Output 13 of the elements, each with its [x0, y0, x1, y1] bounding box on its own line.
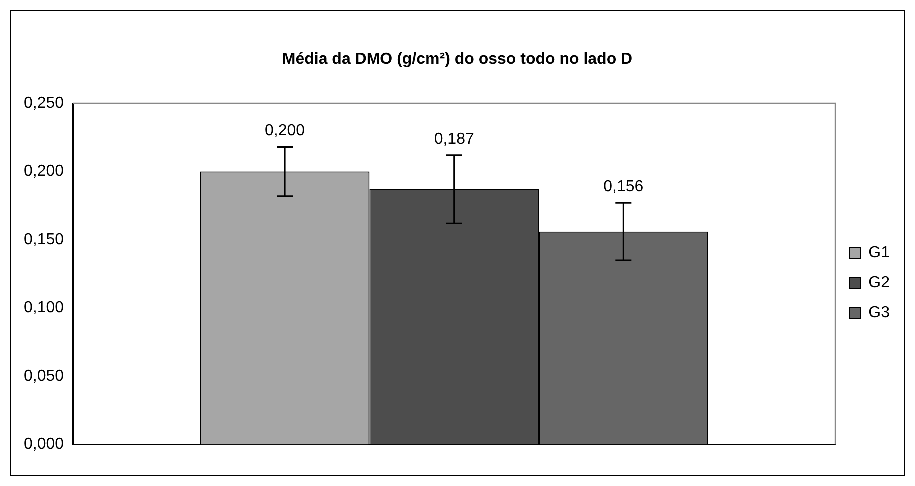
chart-title: Média da DMO (g/cm²) do osso todo no lado D: [281, 51, 634, 69]
data-label: 0,200: [265, 122, 306, 140]
data-label: 0,156: [604, 178, 644, 196]
legend-label: G3: [868, 304, 890, 322]
legend-label: G2: [868, 274, 890, 292]
y-tick-label: 0,000: [24, 436, 64, 454]
y-tick-label: 0,100: [24, 300, 64, 317]
y-tick-label: 0,250: [24, 95, 64, 112]
data-label: 0,187: [434, 130, 474, 148]
y-tick-label: 0,150: [24, 231, 64, 248]
y-tick-label: 0,200: [24, 163, 64, 180]
y-tick-label: 0,050: [24, 368, 64, 385]
legend-label: G1: [868, 244, 890, 262]
